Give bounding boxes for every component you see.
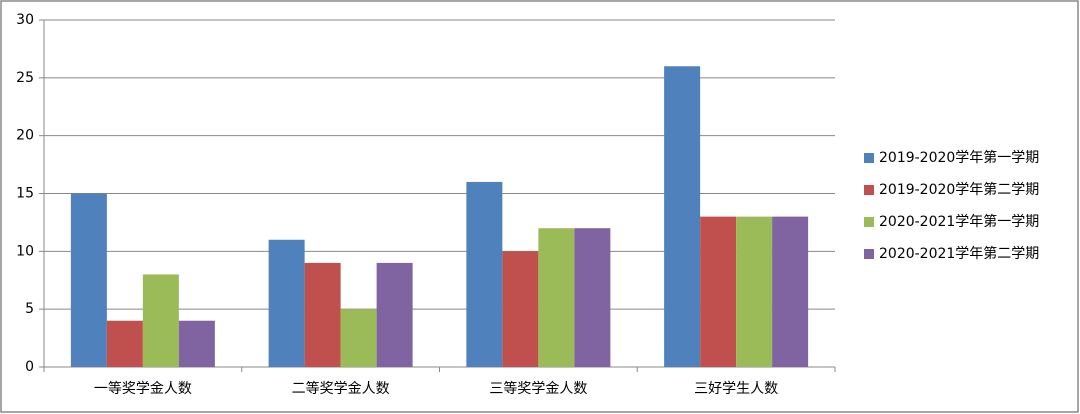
- legend-swatch: [864, 153, 874, 163]
- x-tick-label: 三好学生人数: [694, 381, 778, 397]
- legend-label: 2020-2021学年第二学期: [879, 245, 1039, 262]
- bar: [142, 274, 179, 367]
- legend-swatch: [864, 249, 874, 259]
- y-tick-label: 10: [16, 243, 34, 259]
- legend-label: 2019-2020学年第二学期: [879, 181, 1039, 198]
- bar: [700, 216, 737, 367]
- y-tick-label: 0: [25, 359, 34, 375]
- bar: [538, 228, 575, 367]
- x-tick-label: 二等奖学金人数: [292, 380, 390, 397]
- x-tick-label: 一等奖学金人数: [94, 380, 192, 397]
- bar: [772, 216, 809, 367]
- x-tick-label: 三等奖学金人数: [489, 380, 587, 397]
- y-tick-label: 30: [16, 12, 34, 28]
- legend-swatch: [864, 185, 874, 195]
- bar: [664, 66, 701, 368]
- bar: [502, 251, 539, 367]
- bar: [268, 239, 305, 367]
- bar: [736, 216, 773, 367]
- bar: [178, 320, 215, 367]
- y-tick-label: 15: [16, 186, 34, 202]
- bar: [70, 193, 107, 367]
- y-tick-label: 5: [25, 301, 34, 317]
- bar: [376, 262, 413, 367]
- bar: [304, 262, 341, 367]
- legend-label: 2019-2020学年第一学期: [879, 149, 1039, 166]
- legend-label: 2020-2021学年第一学期: [879, 213, 1039, 230]
- bar: [340, 309, 377, 367]
- bar: [466, 181, 503, 367]
- bar: [106, 320, 143, 367]
- bar: [574, 228, 611, 367]
- y-tick-label: 20: [16, 128, 34, 144]
- legend-swatch: [864, 217, 874, 227]
- y-tick-label: 25: [16, 70, 34, 86]
